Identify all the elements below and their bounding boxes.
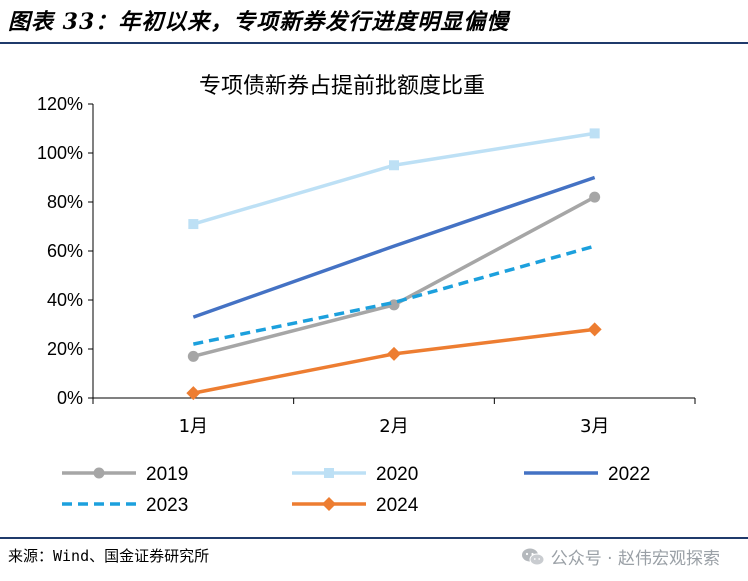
legend-swatch-marker xyxy=(93,467,105,479)
y-tick-label: 20% xyxy=(47,339,83,359)
x-tick-label: 1月 xyxy=(179,416,208,437)
legend-swatch-marker xyxy=(324,468,334,478)
y-tick-label: 60% xyxy=(47,241,83,261)
chart-legend: 2019 2020 2022 2023 2024 xyxy=(62,464,650,516)
watermark-text: 公众号 · 赵伟宏观探索 xyxy=(550,549,720,569)
y-tick-label: 80% xyxy=(47,192,83,212)
legend-item-2020: 2020 xyxy=(292,464,418,485)
data-point-2024 xyxy=(387,346,401,361)
series-line-2022 xyxy=(192,175,596,319)
legend-item-2024: 2024 xyxy=(292,495,419,516)
series-2023 xyxy=(192,244,596,346)
data-point-2019 xyxy=(187,350,199,362)
chart-title: 专项债新券占提前批额度比重 xyxy=(199,74,485,99)
y-tick-label: 120% xyxy=(37,94,83,114)
bottom-divider xyxy=(0,537,748,539)
legend-item-2019: 2019 xyxy=(62,464,188,485)
series-line-2023 xyxy=(192,244,596,346)
data-point-2019 xyxy=(589,191,601,203)
data-point-2020 xyxy=(589,128,600,139)
y-tick-label: 0% xyxy=(57,388,83,408)
legend-label: 2019 xyxy=(146,464,188,485)
x-tick-label: 2月 xyxy=(379,416,408,437)
series-line-2020 xyxy=(192,131,595,226)
legend-label: 2022 xyxy=(608,464,650,485)
legend-swatch-marker xyxy=(322,497,336,511)
data-point-2020 xyxy=(389,160,399,171)
series-layer xyxy=(186,128,602,401)
series-2020 xyxy=(188,128,600,230)
legend-item-2023: 2023 xyxy=(62,495,188,516)
series-2022 xyxy=(192,175,596,319)
line-chart: 专项债新券占提前批额度比重 0% 20% 40% 60% 80% 100% 120% 1月 2月… xyxy=(37,74,696,516)
x-tick-label: 3月 xyxy=(580,416,609,437)
legend-label: 2024 xyxy=(376,495,419,516)
watermark: 公众号 · 赵伟宏观探索 xyxy=(521,544,720,569)
legend-label: 2020 xyxy=(376,464,418,485)
data-point-2024 xyxy=(186,386,201,401)
series-line-2019 xyxy=(192,195,596,359)
top-divider xyxy=(0,42,748,44)
wechat-icon xyxy=(521,548,545,566)
legend-item-2022: 2022 xyxy=(524,464,650,485)
series-line-2024 xyxy=(192,327,595,395)
series-2024 xyxy=(186,322,602,401)
data-point-2020 xyxy=(188,219,199,230)
data-point-2024 xyxy=(587,322,602,337)
y-tick-label: 40% xyxy=(47,290,83,310)
legend-label: 2023 xyxy=(146,495,188,516)
chart-axes: 0% 20% 40% 60% 80% 100% 120% 1月 2月 3月 xyxy=(37,94,696,437)
source-note: 来源：Wind、国金证券研究所 xyxy=(8,547,210,565)
data-point-2019 xyxy=(388,299,400,311)
figure-title: 图表 33：年初以来，专项新券发行进度明显偏慢 xyxy=(8,9,510,35)
series-2019 xyxy=(187,191,601,362)
y-tick-label: 100% xyxy=(37,143,83,163)
